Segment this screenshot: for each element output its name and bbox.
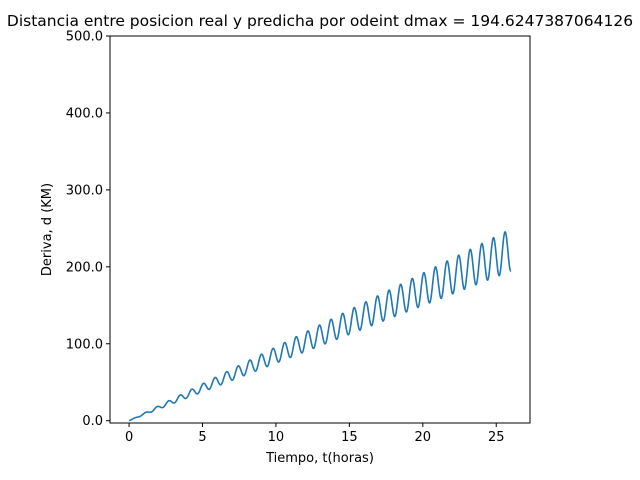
x-tick-label: 0 (125, 430, 133, 445)
x-tick-label: 5 (198, 430, 206, 445)
x-tick-label: 10 (268, 430, 285, 445)
y-axis-label: Deriva, d (KM) (40, 183, 55, 276)
y-tick-label: 200.0 (66, 260, 103, 275)
y-axis: 0.0 100.0 200.0 300.0 400.0 500.0 (66, 30, 110, 429)
series-layer (128, 231, 512, 422)
y-tick-label: 500.0 (66, 30, 103, 45)
x-axis: 0 5 10 15 20 25 (125, 423, 505, 445)
axes-frame (109, 35, 531, 424)
axes-background (110, 36, 530, 423)
x-axis-label: Tiempo, t(horas) (265, 451, 374, 466)
series-line (128, 231, 512, 422)
chart-title: Distancia entre posicion real y predicha… (7, 12, 633, 30)
y-tick-label: 400.0 (66, 106, 103, 121)
y-tick-label: 300.0 (66, 183, 103, 198)
x-tick-label: 15 (341, 430, 358, 445)
x-tick-label: 20 (415, 430, 432, 445)
y-tick-label: 0.0 (82, 414, 103, 429)
y-tick-label: 100.0 (66, 337, 103, 352)
x-tick-label: 25 (488, 430, 505, 445)
